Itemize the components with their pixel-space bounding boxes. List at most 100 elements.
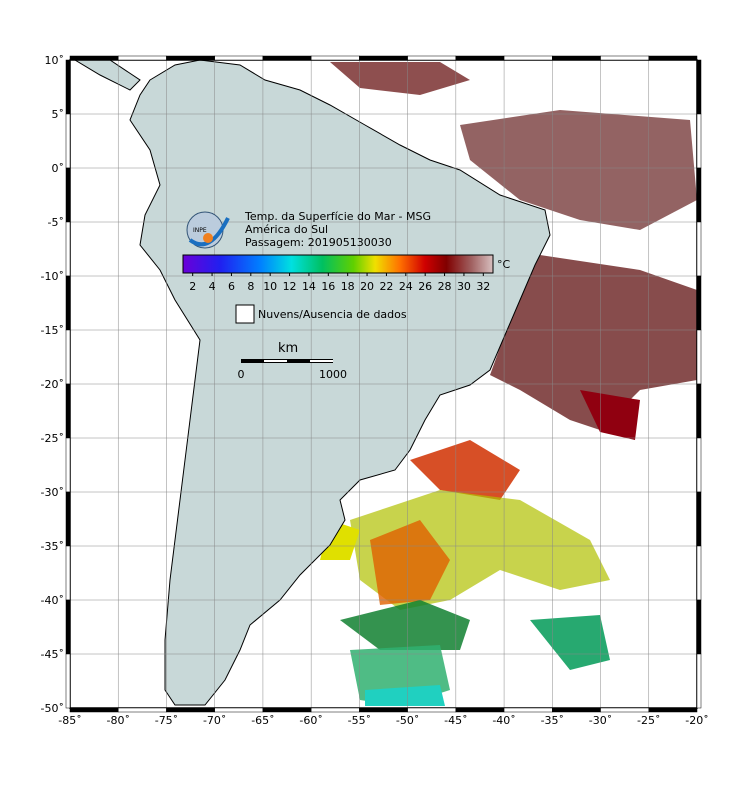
frame-segment [65, 113, 71, 169]
frame-segment [310, 707, 360, 713]
scale-bar-segment [310, 360, 333, 362]
x-tick-label: -80˚ [106, 714, 129, 727]
frame-segment [65, 275, 71, 331]
colorbar-tick-label: 18 [341, 280, 355, 293]
frame-segment [117, 55, 167, 61]
frame-segment [503, 55, 553, 61]
frame-segment [65, 653, 71, 709]
frame-segment [407, 707, 457, 713]
colorbar-tick-label: 2 [189, 280, 196, 293]
y-tick-label: -35˚ [41, 540, 64, 553]
frame-segment [552, 55, 601, 61]
colorbar-tick-label: 26 [418, 280, 432, 293]
y-tick-label: 5˚ [52, 108, 65, 121]
frame-segment [648, 55, 698, 61]
frame-segment [407, 55, 457, 61]
x-tick-label: -55˚ [348, 714, 371, 727]
colorbar-tick-label: 32 [476, 280, 490, 293]
colorbar [182, 254, 494, 274]
scale-label: 0 [238, 368, 245, 381]
frame-segment [696, 59, 702, 115]
x-tick-label: -70˚ [203, 714, 226, 727]
title-line: América do Sul [245, 223, 328, 236]
y-tick-label: -15˚ [41, 324, 64, 337]
y-tick-label: -50˚ [41, 702, 64, 715]
frame-segment [166, 55, 215, 61]
y-tick-label: 0˚ [52, 162, 65, 175]
legend-label: Nuvens/Ausencia de dados [258, 308, 407, 321]
colorbar-tick-label: 16 [321, 280, 335, 293]
frame-segment [600, 707, 650, 713]
scale-bar-segment [264, 360, 287, 362]
frame-segment [166, 707, 215, 713]
x-tick-label: -60˚ [299, 714, 322, 727]
logo-text: INPE [193, 227, 207, 234]
sst-patches [320, 62, 697, 706]
title-line: Passagem: 201905130030 [245, 236, 392, 249]
colorbar-tick-label: 28 [438, 280, 452, 293]
colorbar-unit: °C [497, 258, 511, 271]
frame-segment [65, 167, 71, 223]
scale-label: 1000 [319, 368, 347, 381]
y-tick-label: -20˚ [41, 378, 64, 391]
colorbar-tick-label: 30 [457, 280, 471, 293]
x-tick-label: -40˚ [492, 714, 515, 727]
title-line: Temp. da Superfície do Mar - MSG [244, 210, 431, 223]
x-tick-label: -45˚ [444, 714, 467, 727]
colorbar-tick-label: 22 [379, 280, 393, 293]
frame-segment [65, 383, 71, 439]
frame-segment [696, 275, 702, 331]
frame-segment [696, 437, 702, 493]
y-tick-label: -40˚ [41, 594, 64, 607]
frame-segment [696, 113, 702, 169]
frame-segment [262, 707, 312, 713]
frame-segment [65, 59, 71, 115]
x-tick-label: -20˚ [685, 714, 708, 727]
frame-segment [214, 55, 264, 61]
frame-segment [65, 491, 71, 547]
frame-segment [65, 221, 71, 277]
frame-segment [648, 707, 698, 713]
frame-segment [503, 707, 553, 713]
colorbar-tick-label: 14 [302, 280, 316, 293]
x-tick-label: -75˚ [155, 714, 178, 727]
y-tick-label: -25˚ [41, 432, 64, 445]
y-tick-label: 10˚ [45, 54, 65, 67]
frame-segment [69, 55, 119, 61]
frame-segment [117, 707, 167, 713]
frame-segment [65, 545, 71, 601]
frame-segment [69, 707, 119, 713]
frame-segment [696, 491, 702, 547]
frame-segment [65, 599, 71, 655]
logo-sun [203, 233, 213, 243]
colorbar-tick-label: 8 [247, 280, 254, 293]
frame-segment [696, 653, 702, 709]
colorbar-tick-label: 10 [263, 280, 277, 293]
frame-segment [696, 329, 702, 385]
land [129, 59, 551, 706]
frame-segment [262, 55, 312, 61]
y-tick-label: -10˚ [41, 270, 64, 283]
colorbar-tick-label: 20 [360, 280, 374, 293]
scale-unit: km [278, 341, 298, 356]
legend-swatch [235, 304, 255, 324]
frame-segment [696, 167, 702, 223]
colorbar-tick-label: 24 [399, 280, 413, 293]
frame-segment [552, 707, 601, 713]
x-tick-label: -35˚ [541, 714, 564, 727]
x-tick-label: -30˚ [589, 714, 612, 727]
x-tick-label: -25˚ [637, 714, 660, 727]
frame-segment [65, 437, 71, 493]
colorbar-tick-label: 6 [228, 280, 235, 293]
x-tick-label: -50˚ [396, 714, 419, 727]
frame-segment [696, 599, 702, 655]
frame-segment [696, 383, 702, 439]
frame-segment [359, 707, 408, 713]
frame-segment [600, 55, 650, 61]
frame-segment [359, 55, 408, 61]
frame-segment [455, 707, 505, 713]
x-tick-label: -85˚ [58, 714, 81, 727]
x-tick-label: -65˚ [251, 714, 274, 727]
frame-segment [455, 55, 505, 61]
